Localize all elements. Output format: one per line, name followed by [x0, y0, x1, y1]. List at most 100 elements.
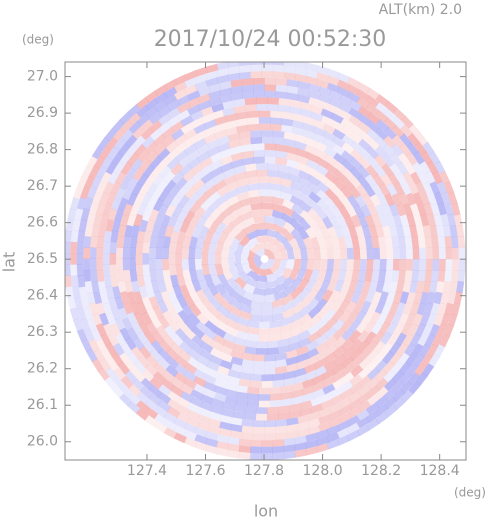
- texture-cell: [145, 198, 157, 212]
- texture-cell: [344, 236, 354, 249]
- texture-cell: [103, 264, 111, 277]
- texture-cell: [158, 113, 172, 126]
- texture-cell: [432, 171, 443, 185]
- texture-cell: [289, 106, 302, 115]
- texture-cell: [443, 181, 455, 195]
- texture-cell: [120, 161, 133, 175]
- texture-cell: [227, 443, 240, 452]
- texture-cell: [304, 137, 318, 148]
- texture-cell: [336, 427, 350, 439]
- texture-cell: [258, 183, 271, 190]
- texture-cell: [197, 86, 211, 97]
- texture-cell: [179, 284, 190, 298]
- texture-cell: [366, 385, 380, 398]
- texture-cell: [313, 247, 321, 260]
- texture-cell: [180, 122, 194, 135]
- texture-cell: [87, 186, 98, 200]
- texture-cell: [350, 364, 364, 378]
- texture-cell: [424, 334, 436, 348]
- texture-cell: [345, 300, 357, 314]
- texture-cell: [437, 202, 447, 216]
- texture-cell: [105, 286, 115, 299]
- texture-cell: [301, 392, 315, 403]
- y-tick-label: 26.4: [27, 288, 58, 304]
- texture-cell: [153, 371, 166, 384]
- texture-cell: [312, 126, 326, 137]
- texture-cell: [208, 83, 222, 93]
- texture-cell: [194, 441, 208, 452]
- texture-cell: [338, 109, 353, 121]
- texture-cell: [190, 396, 204, 408]
- texture-cell: [250, 446, 262, 454]
- texture-cell: [95, 202, 106, 216]
- texture-cell: [122, 187, 133, 201]
- texture-cell: [332, 327, 346, 341]
- texture-cell: [329, 289, 341, 303]
- texture-cell: [306, 347, 319, 359]
- texture-cell: [391, 134, 405, 148]
- texture-cell: [261, 196, 274, 203]
- texture-cell: [80, 297, 90, 310]
- texture-cell: [401, 115, 414, 129]
- texture-cell: [357, 384, 371, 397]
- texture-cell: [117, 361, 130, 375]
- texture-cell: [88, 202, 99, 216]
- texture-cell: [380, 331, 393, 345]
- radar-field: [65, 62, 466, 460]
- texture-cell: [123, 269, 131, 282]
- texture-cell: [366, 247, 374, 260]
- texture-cell: [324, 317, 338, 330]
- texture-cell: [420, 353, 433, 367]
- texture-cell: [288, 173, 301, 184]
- texture-cell: [195, 269, 205, 282]
- texture-cell: [255, 241, 265, 250]
- texture-cell: [80, 207, 90, 221]
- texture-cell: [221, 258, 229, 271]
- texture-cell: [305, 439, 318, 449]
- texture-cell: [233, 165, 247, 175]
- texture-cell: [299, 313, 312, 326]
- texture-cell: [233, 404, 246, 413]
- texture-cell: [353, 300, 365, 314]
- texture-cell: [365, 214, 376, 228]
- texture-cell: [179, 220, 190, 233]
- texture-cell: [384, 126, 397, 140]
- texture-cell: [367, 112, 381, 125]
- texture-cell: [142, 264, 150, 277]
- texture-cell: [142, 241, 150, 254]
- texture-cell: [236, 184, 250, 195]
- texture-cell: [97, 280, 107, 294]
- texture-cell: [405, 312, 417, 326]
- texture-cell: [208, 199, 222, 212]
- texture-cell: [203, 373, 217, 385]
- texture-cell: [255, 261, 263, 269]
- texture-cell: [340, 355, 354, 368]
- texture-cell: [103, 275, 112, 288]
- y-tick-label: 26.2: [27, 361, 58, 377]
- texture-cell: [285, 349, 299, 359]
- texture-cell: [281, 308, 295, 320]
- texture-cell: [107, 358, 120, 372]
- texture-cell: [341, 142, 355, 155]
- texture-cell: [322, 368, 336, 380]
- texture-cell: [131, 321, 143, 335]
- texture-cell: [70, 197, 80, 210]
- texture-cell: [208, 253, 215, 265]
- texture-cell: [373, 340, 386, 354]
- texture-cell: [283, 370, 296, 380]
- texture-cell: [304, 144, 318, 155]
- texture-cell: [175, 264, 184, 277]
- texture-cell: [258, 400, 271, 408]
- texture-cell: [433, 213, 443, 227]
- texture-cell: [316, 429, 330, 440]
- texture-cell: [123, 236, 131, 249]
- texture-cell: [314, 365, 328, 377]
- texture-cell: [99, 213, 109, 227]
- texture-cell: [168, 264, 177, 276]
- texture-cell: [216, 74, 229, 84]
- texture-cell: [253, 294, 265, 303]
- texture-cell: [433, 191, 444, 205]
- texture-cell: [113, 367, 126, 381]
- texture-cell: [120, 384, 133, 398]
- texture-cell: [346, 415, 361, 427]
